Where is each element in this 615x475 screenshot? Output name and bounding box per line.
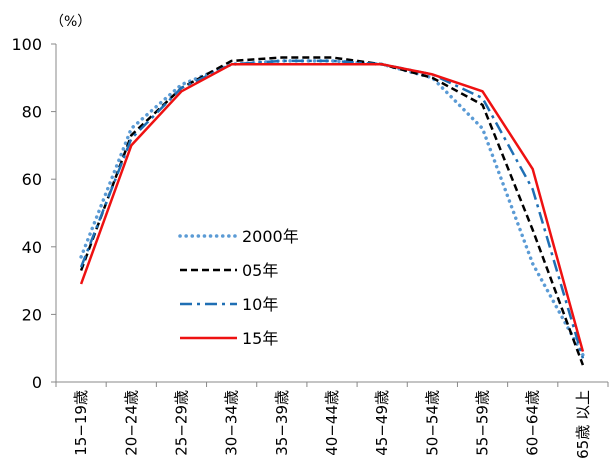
x-tick-label: 30−34歳 bbox=[223, 390, 241, 456]
x-tick-label: 45−49歳 bbox=[373, 390, 391, 456]
y-tick-label: 40 bbox=[22, 238, 42, 257]
x-tick-label: 15−19歳 bbox=[72, 390, 90, 456]
y-tick-label: 60 bbox=[22, 170, 42, 189]
series-lines bbox=[81, 58, 583, 366]
series-line-1 bbox=[81, 58, 583, 366]
x-tick-label: 60−64歳 bbox=[524, 390, 542, 456]
y-axis-unit-label: （%） bbox=[50, 14, 91, 30]
y-axis-ticks: 0 20 40 60 80 100 bbox=[11, 35, 56, 392]
series-line-0 bbox=[81, 61, 583, 355]
x-tick-label: 35−39歳 bbox=[273, 390, 291, 456]
legend: 2000年 05年 10年 15年 bbox=[180, 227, 299, 348]
x-axis-ticks: 15−19歳 20−24歳 25−29歳 30−34歳 35−39歳 40−44歳 45−4… bbox=[56, 382, 608, 459]
x-tick-label: 40−44歳 bbox=[323, 390, 341, 456]
legend-label-3: 15年 bbox=[242, 329, 278, 348]
axes bbox=[56, 44, 608, 382]
legend-label-1: 05年 bbox=[242, 261, 278, 280]
y-tick-label: 80 bbox=[22, 103, 42, 122]
y-tick-label: 0 bbox=[32, 373, 42, 392]
legend-label-2: 10年 bbox=[242, 295, 278, 314]
x-tick-label: 65歳 以上 bbox=[574, 390, 592, 459]
y-tick-label: 20 bbox=[22, 305, 42, 324]
x-tick-label: 25−29歳 bbox=[172, 390, 190, 456]
x-tick-label: 50−54歳 bbox=[423, 390, 441, 456]
x-tick-label: 55−59歳 bbox=[474, 390, 492, 456]
legend-label-0: 2000年 bbox=[242, 227, 299, 246]
x-tick-label: 20−24歳 bbox=[122, 390, 140, 456]
y-tick-label: 100 bbox=[11, 35, 42, 54]
